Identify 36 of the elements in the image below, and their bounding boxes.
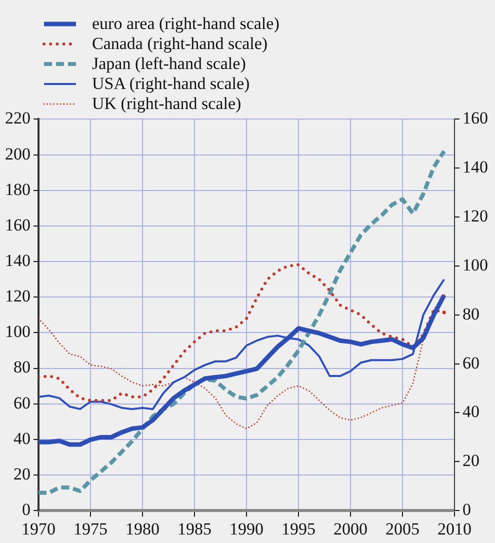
y-tick-label: 180 [5,180,30,199]
y-tick-label: 20 [14,464,30,484]
y-tick-label: 200 [5,144,30,164]
y2-tick-label: 20 [462,451,480,470]
x-tick-label: 2005 [386,519,420,538]
x-tick-label: 2000 [334,519,368,538]
y-tick-label: 80 [14,358,30,377]
y2-tick-label: 0 [462,500,471,520]
x-tick-label: 1970 [22,519,56,538]
y-tick-label: 220 [5,108,30,128]
y2-tick-label: 160 [462,108,488,128]
y-tick-label: 100 [5,322,30,342]
y2-tick-label: 60 [462,353,480,372]
y2-tick-label: 80 [462,304,480,324]
legend-label: Canada (right-hand scale) [92,34,268,54]
legend-label: USA (right-hand scale) [92,74,250,94]
y-tick-label: 0 [22,500,30,520]
y-tick-label: 40 [14,428,30,448]
legend-label: Japan (left-hand scale) [92,54,246,74]
y-tick-label: 160 [5,215,30,234]
x-tick-label: 1980 [126,519,160,538]
y-tick-label: 60 [14,393,30,412]
x-tick-label: 1990 [230,519,264,538]
y2-tick-label: 40 [462,402,480,422]
y2-tick-label: 100 [462,255,488,274]
x-tick-label: 2010 [438,519,472,538]
y-tick-label: 120 [5,286,30,306]
line-series [38,149,446,495]
x-tick-label: 1975 [74,519,108,538]
y2-tick-label: 120 [462,206,488,226]
y2-tick-label: 140 [462,158,488,177]
x-tick-label: 1985 [178,519,212,538]
x-tick-label: 1995 [282,519,316,538]
y-tick-label: 140 [5,250,30,270]
legend-label: UK (right-hand scale) [92,94,242,114]
legend-label: euro area (right-hand scale) [92,14,280,34]
